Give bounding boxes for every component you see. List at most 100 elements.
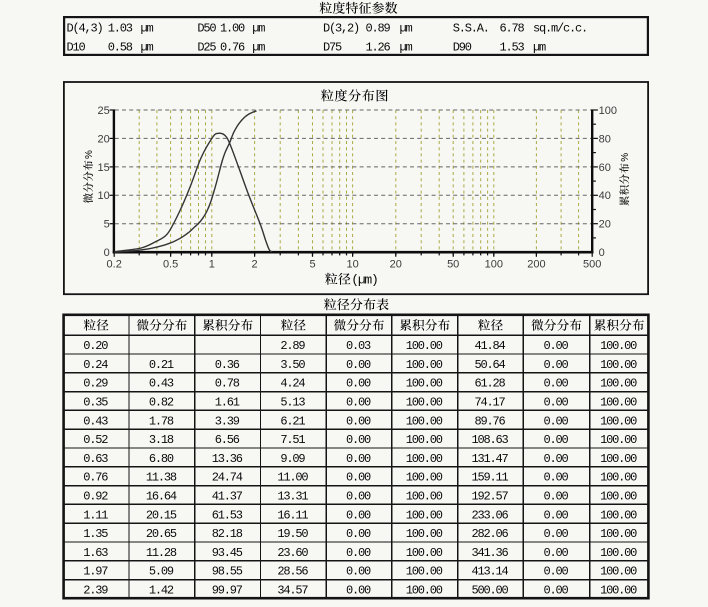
svg-text:100.00: 100.00 (406, 358, 443, 372)
svg-text:100.00: 100.00 (600, 471, 637, 485)
svg-text:100.00: 100.00 (600, 339, 637, 353)
svg-text:20.65: 20.65 (146, 527, 177, 541)
svg-text:sq.m/c.c.: sq.m/c.c. (533, 21, 587, 35)
svg-text:100.00: 100.00 (406, 490, 443, 504)
svg-text:µm: µm (400, 21, 413, 35)
svg-text:µm: µm (400, 41, 413, 55)
svg-text:100.00: 100.00 (600, 358, 637, 372)
svg-text:1.61: 1.61 (215, 396, 240, 410)
svg-text:100.00: 100.00 (406, 452, 443, 466)
svg-text:100.00: 100.00 (600, 584, 637, 598)
svg-text:µm: µm (252, 41, 265, 55)
svg-text:24.74: 24.74 (212, 471, 243, 485)
svg-text:0.00: 0.00 (346, 565, 371, 579)
svg-text:0.00: 0.00 (346, 527, 371, 541)
svg-text:192.57: 192.57 (471, 490, 508, 504)
svg-text:61.53: 61.53 (212, 508, 243, 522)
svg-text:1.53: 1.53 (500, 41, 525, 55)
svg-text:60: 60 (599, 162, 611, 174)
svg-text:16.11: 16.11 (277, 508, 308, 522)
svg-text:7.51: 7.51 (280, 433, 305, 447)
svg-text:0.82: 0.82 (149, 396, 174, 410)
svg-text:2.39: 2.39 (83, 584, 108, 598)
svg-text:100.00: 100.00 (406, 584, 443, 598)
svg-text:0.00: 0.00 (346, 452, 371, 466)
svg-text:100.00: 100.00 (406, 339, 443, 353)
svg-text:200: 200 (527, 258, 545, 270)
svg-text:233.06: 233.06 (471, 508, 508, 522)
svg-text:0.89: 0.89 (366, 21, 391, 35)
svg-text:0.00: 0.00 (543, 414, 568, 428)
svg-text:0.00: 0.00 (346, 396, 371, 410)
svg-text:0.00: 0.00 (346, 358, 371, 372)
svg-text:100.00: 100.00 (406, 433, 443, 447)
svg-text:0.24: 0.24 (83, 358, 108, 372)
svg-text:0.35: 0.35 (83, 396, 108, 410)
svg-text:100.00: 100.00 (600, 452, 637, 466)
svg-text:0.00: 0.00 (543, 508, 568, 522)
svg-text:100.00: 100.00 (600, 565, 637, 579)
svg-text:13.36: 13.36 (212, 452, 243, 466)
svg-text:D50: D50 (197, 21, 216, 35)
svg-text:100.00: 100.00 (600, 490, 637, 504)
svg-text:20: 20 (390, 258, 402, 270)
svg-text:100.00: 100.00 (600, 433, 637, 447)
svg-text:0.92: 0.92 (83, 490, 108, 504)
svg-text:15: 15 (98, 162, 110, 174)
svg-text:µm: µm (533, 41, 546, 55)
svg-text:0.00: 0.00 (346, 433, 371, 447)
svg-text:0.00: 0.00 (543, 377, 568, 391)
svg-text:1.03: 1.03 (108, 21, 133, 35)
svg-text:1.11: 1.11 (83, 508, 108, 522)
svg-text:500.00: 500.00 (471, 584, 508, 598)
svg-text:0.78: 0.78 (215, 377, 240, 391)
svg-text:3.18: 3.18 (149, 433, 174, 447)
svg-text:50: 50 (447, 258, 459, 270)
svg-text:0.00: 0.00 (543, 565, 568, 579)
svg-text:0.21: 0.21 (149, 358, 174, 372)
svg-text:0.43: 0.43 (83, 414, 108, 428)
svg-text:13.31: 13.31 (277, 490, 308, 504)
svg-text:D75: D75 (323, 41, 342, 55)
svg-text:100.00: 100.00 (600, 414, 637, 428)
svg-text:1.97: 1.97 (83, 565, 108, 579)
svg-text:6.80: 6.80 (149, 452, 174, 466)
svg-text:19.50: 19.50 (277, 527, 308, 541)
svg-text:0.63: 0.63 (83, 452, 108, 466)
svg-text:6.21: 6.21 (280, 414, 305, 428)
svg-text:0.00: 0.00 (543, 339, 568, 353)
svg-text:0.2: 0.2 (107, 258, 122, 270)
svg-text:16.64: 16.64 (146, 490, 177, 504)
svg-text:100.00: 100.00 (406, 471, 443, 485)
svg-text:80: 80 (599, 133, 611, 145)
svg-text:341.36: 341.36 (471, 546, 508, 560)
svg-text:0.00: 0.00 (543, 546, 568, 560)
svg-text:108.63: 108.63 (471, 433, 508, 447)
svg-text:5.09: 5.09 (149, 565, 174, 579)
svg-text:3.39: 3.39 (215, 414, 240, 428)
svg-text:0.20: 0.20 (83, 339, 108, 353)
svg-text:11.28: 11.28 (146, 546, 177, 560)
svg-text:20: 20 (98, 133, 110, 145)
svg-text:D90: D90 (453, 41, 472, 55)
svg-text:28.56: 28.56 (277, 565, 308, 579)
svg-text:0.58: 0.58 (108, 41, 133, 55)
svg-text:0.00: 0.00 (543, 584, 568, 598)
svg-text:%: % (620, 153, 631, 162)
svg-text:1.42: 1.42 (149, 584, 174, 598)
svg-text:1.26: 1.26 (366, 41, 391, 55)
svg-text:20.15: 20.15 (146, 508, 177, 522)
svg-text:0.00: 0.00 (543, 358, 568, 372)
svg-text:0.36: 0.36 (215, 358, 240, 372)
svg-text:µm: µm (141, 41, 154, 55)
svg-text:25: 25 (98, 105, 110, 117)
svg-text:0.76: 0.76 (83, 471, 108, 485)
svg-text:6.78: 6.78 (500, 21, 525, 35)
svg-text:50.64: 50.64 (474, 358, 505, 372)
svg-text:93.45: 93.45 (212, 546, 243, 560)
svg-text:µm: µm (141, 21, 154, 35)
svg-text:500: 500 (583, 258, 601, 270)
svg-text:1.78: 1.78 (149, 414, 174, 428)
svg-text:100.00: 100.00 (600, 377, 637, 391)
svg-text:282.06: 282.06 (471, 527, 508, 541)
